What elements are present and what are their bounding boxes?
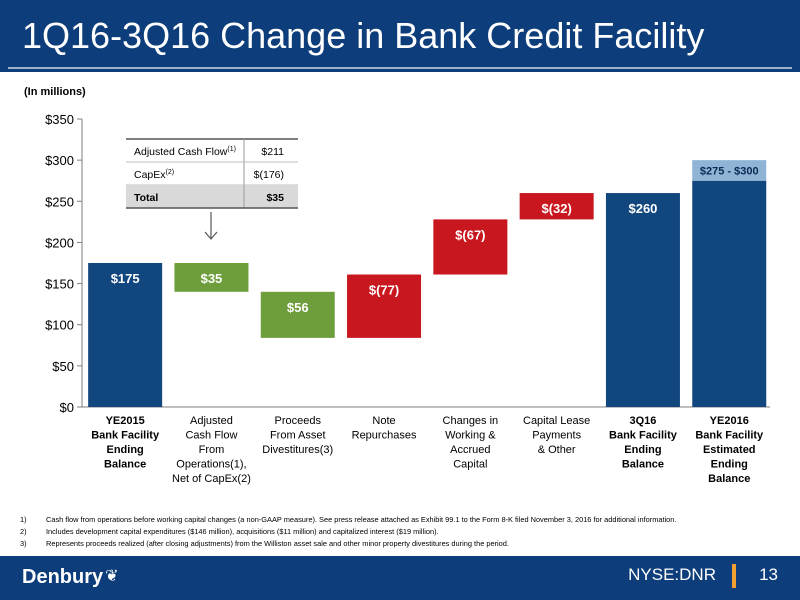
denbury-logo: Denbury ❦ bbox=[22, 566, 119, 588]
category-label: Proceeds From Asset Divestitures(3) bbox=[262, 415, 333, 456]
y-tick-label: $150 bbox=[45, 277, 74, 292]
bar-range-band bbox=[692, 160, 767, 181]
title-bar: 1Q16-3Q16 Change in Bank Credit Facility bbox=[0, 0, 800, 72]
inset-row-value: $35 bbox=[266, 192, 284, 204]
category-label: YE2016 Bank Facility Estimated Ending Balanc… bbox=[695, 415, 764, 485]
footnotes: 1) Cash flow from operations before worki… bbox=[20, 514, 790, 551]
page-number: 13 bbox=[759, 565, 778, 584]
bar-value-label: $56 bbox=[287, 300, 309, 315]
bar-8 bbox=[692, 180, 767, 407]
y-tick-label: $0 bbox=[60, 400, 74, 415]
inset-row-label: Total bbox=[134, 192, 158, 204]
category-label: Capital Lease Payments & Other bbox=[523, 415, 590, 456]
category-label: Note Repurchases bbox=[352, 415, 417, 442]
category-label: Adjusted Cash Flow From Operations(1), Net o… bbox=[172, 415, 251, 485]
inset-row-label: CapEx(2) bbox=[134, 169, 174, 181]
bar-6 bbox=[519, 193, 594, 220]
bar-1 bbox=[88, 263, 163, 407]
inset-table: Adjusted Cash Flow(1) $211 CapEx(2) $(176) T… bbox=[126, 138, 298, 240]
footer-separator bbox=[732, 564, 736, 588]
y-tick-label: $250 bbox=[45, 194, 74, 209]
y-tick-label: $350 bbox=[45, 112, 74, 127]
bar-2 bbox=[174, 263, 249, 292]
bar-value-label: $275 - $300 bbox=[700, 165, 759, 177]
inset-row-value: $211 bbox=[261, 146, 284, 158]
bar-4 bbox=[347, 274, 422, 338]
bar-7 bbox=[605, 193, 680, 407]
title-rule bbox=[8, 67, 792, 69]
inset-row-label: Adjusted Cash Flow(1) bbox=[134, 146, 236, 158]
inset-row-value: $(176) bbox=[254, 169, 284, 181]
y-tick-label: $200 bbox=[45, 235, 74, 250]
drop-icon: ❦ bbox=[105, 568, 119, 585]
y-tick-label: $50 bbox=[52, 359, 74, 374]
bar-value-label: $(67) bbox=[455, 227, 485, 242]
category-label: 3Q16 Bank Facility Ending Balance bbox=[609, 415, 678, 471]
category-label: YE2015 Bank Facility Ending Balance bbox=[91, 415, 160, 471]
bars-group: $175 $35 $56 $(77) $(67) $(32) $260 $275 - $300 bbox=[88, 160, 767, 407]
bar-5 bbox=[433, 219, 508, 275]
category-label: Changes in Working & Accrued Capital bbox=[443, 415, 499, 471]
bar-value-label: $260 bbox=[628, 201, 657, 216]
bar-value-label: $(77) bbox=[369, 283, 399, 298]
inset-total-row-bg bbox=[126, 185, 298, 208]
footnote-2: 2) Includes development capital expenditu… bbox=[20, 527, 439, 537]
waterfall-chart: $0 $50 $100 $150 $200 $250 $300 $350 $175 $35 $56… bbox=[45, 112, 770, 485]
footnote-1: 1) Cash flow from operations before worki… bbox=[20, 515, 677, 524]
arrow-head-icon bbox=[204, 231, 218, 240]
slide-title: 1Q16-3Q16 Change in Bank Credit Facility bbox=[22, 15, 705, 56]
y-axis: $0 $50 $100 $150 $200 $250 $300 $350 bbox=[45, 112, 770, 415]
bar-3 bbox=[260, 291, 335, 338]
footnote-3: 3) Represents proceeds realized (after cl… bbox=[20, 539, 509, 549]
ticker: NYSE:DNR bbox=[628, 565, 716, 584]
bar-value-label: $(32) bbox=[541, 201, 571, 216]
footer-bar: Denbury ❦ NYSE:DNR 13 bbox=[0, 556, 800, 600]
units-label: (In millions) bbox=[24, 86, 86, 98]
category-labels: YE2015 Bank Facility Ending BalanceAdjusted… bbox=[91, 415, 764, 485]
y-tick-label: $300 bbox=[45, 153, 74, 168]
bar-value-label: $175 bbox=[111, 271, 140, 286]
bar-value-label: $35 bbox=[201, 271, 223, 286]
y-tick-label: $100 bbox=[45, 318, 74, 333]
